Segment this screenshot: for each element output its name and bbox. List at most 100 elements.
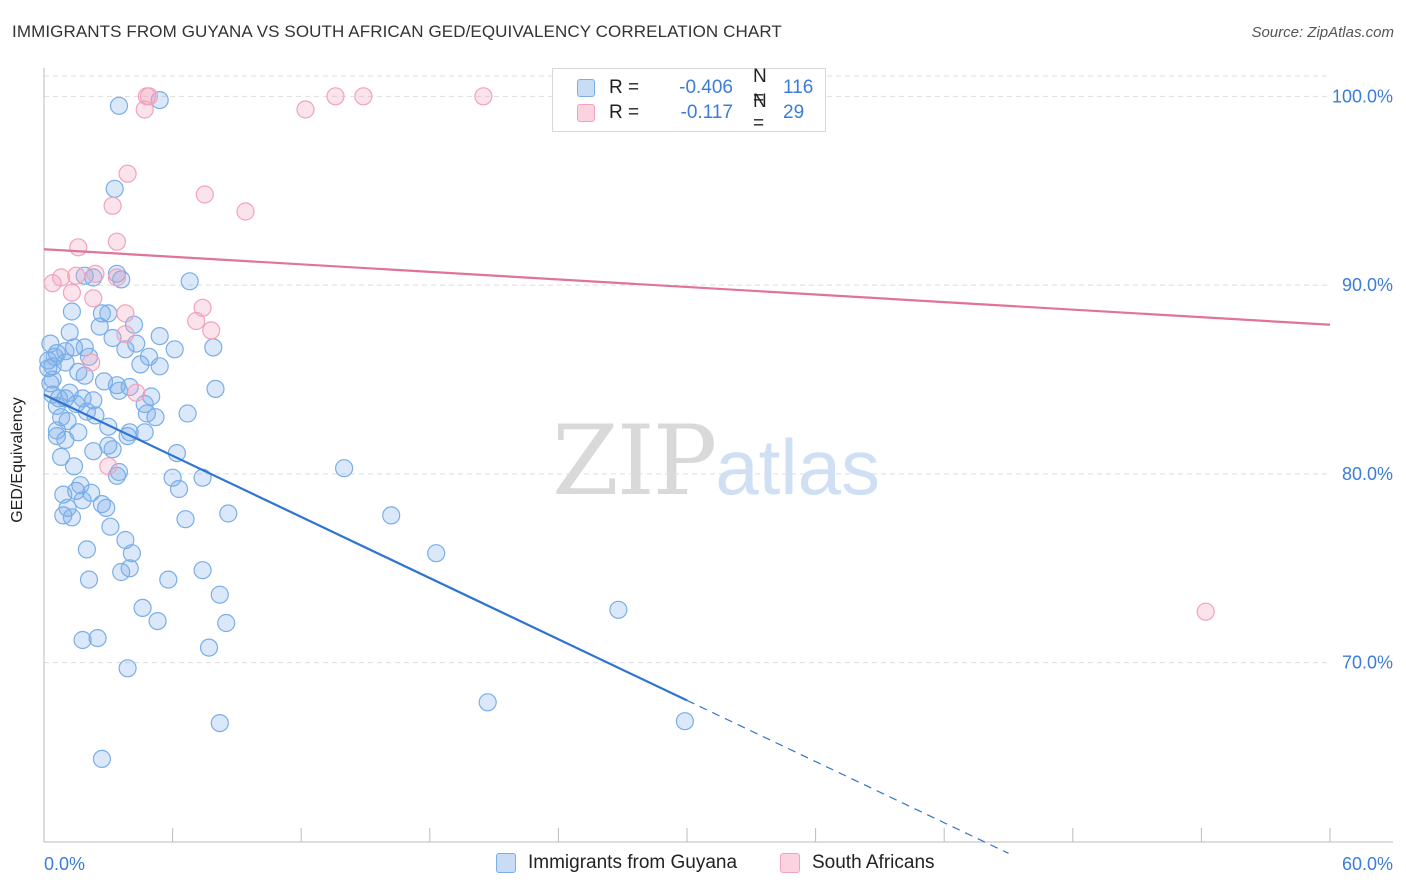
guyana-point	[64, 457, 84, 476]
south-africans-point	[103, 196, 122, 215]
south-africans-point	[187, 311, 206, 331]
guyana-point	[56, 430, 75, 449]
guyana-point	[199, 638, 219, 657]
guyana-point	[193, 561, 212, 580]
guyana-point	[150, 327, 169, 346]
south-africans-point	[107, 268, 127, 287]
guyana-point	[69, 362, 88, 381]
guyana-point	[45, 347, 64, 366]
guyana-point	[131, 355, 150, 374]
y-axis-label: GED/Equivalency	[9, 397, 26, 523]
watermark-zip: ZIP	[552, 405, 717, 517]
guyana-point	[146, 408, 165, 427]
guyana-point	[60, 383, 79, 402]
south-africans-point	[99, 457, 118, 476]
south-africans-point	[1196, 602, 1215, 621]
y-tick-label: 100.0%	[1332, 86, 1393, 106]
guyana-point	[609, 600, 628, 619]
guyana-trend-extension	[686, 699, 1009, 854]
south-africans-point	[116, 325, 135, 344]
south-africans-point	[195, 185, 214, 204]
south-africans-point	[116, 304, 135, 323]
south-africans-point	[127, 383, 146, 402]
legend-n-value: 116	[783, 77, 814, 98]
correlation-legend: R = -0.406 N = 116 R = -0.117 N = 29	[552, 66, 826, 134]
guyana-point	[165, 340, 184, 359]
guyana-point	[210, 713, 229, 733]
guyana-point	[142, 387, 161, 406]
guyana-point	[675, 712, 695, 731]
guyana-point	[478, 693, 497, 712]
legend-n-label: N =	[753, 66, 767, 109]
guyana-point	[112, 562, 131, 582]
guyana-point	[94, 372, 114, 391]
south-africans-point	[474, 87, 493, 106]
legend-swatch-guyana	[577, 79, 595, 97]
guyana-point	[64, 338, 84, 357]
guyana-point	[169, 479, 189, 499]
series-legend-south-africans: South Africans	[780, 852, 935, 874]
guyana-point	[210, 585, 229, 604]
legend-r-label: R =	[609, 77, 640, 98]
south-africans-point	[51, 268, 71, 287]
south-africans-point	[202, 321, 221, 340]
guyana-point	[92, 304, 112, 323]
series-legend: Immigrants from Guyana South Africans	[0, 852, 1406, 878]
guyana-point	[47, 427, 67, 446]
guyana-point	[217, 613, 236, 633]
legend-n-label: N =	[753, 91, 767, 134]
guyana-point	[148, 611, 167, 631]
guyana-point	[51, 447, 71, 466]
guyana-point	[427, 544, 446, 563]
series-label-guyana: Immigrants from Guyana	[528, 852, 738, 873]
south-africans-point	[86, 264, 105, 283]
legend-n-value: 29	[783, 102, 805, 123]
guyana-point	[77, 540, 97, 559]
guyana-point	[75, 338, 94, 357]
y-tick-label: 80.0%	[1342, 464, 1393, 484]
guyana-point	[382, 506, 401, 525]
source-label: Source: ZipAtlas.com	[1251, 24, 1394, 41]
guyana-point	[167, 444, 186, 463]
guyana-point	[176, 510, 195, 529]
guyana-point	[82, 483, 101, 502]
south-africans-point	[107, 232, 127, 251]
guyana-point	[56, 342, 75, 361]
guyana-point	[135, 423, 154, 442]
guyana-point	[43, 370, 62, 389]
guyana-point	[122, 544, 141, 563]
guyana-point	[51, 408, 71, 427]
y-tick-label: 90.0%	[1342, 275, 1393, 295]
south-africans-point	[236, 202, 255, 221]
y-tick-label: 70.0%	[1342, 653, 1393, 673]
guyana-point	[159, 570, 178, 589]
south-africans-point	[139, 87, 159, 106]
guyana-point	[62, 508, 82, 527]
guyana-point	[150, 357, 169, 376]
south-africans-trend-line	[43, 248, 1331, 326]
south-africans-point	[69, 238, 88, 257]
south-africans-point	[326, 87, 345, 106]
series-swatch-south-africans	[780, 853, 800, 873]
guyana-point	[109, 462, 129, 482]
legend-r-value: -0.406	[679, 77, 733, 98]
guyana-point	[103, 440, 122, 459]
guyana-point	[101, 517, 120, 536]
south-africans-point	[67, 266, 86, 285]
guyana-point	[206, 379, 225, 398]
guyana-point	[62, 302, 82, 321]
guyana-point	[79, 570, 99, 589]
south-africans-point	[84, 289, 103, 308]
legend-row-south-africans: R = -0.117 N = 29	[577, 91, 823, 134]
guyana-point	[204, 338, 223, 357]
legend-r-value: -0.117	[680, 102, 733, 123]
guyana-trend-line	[43, 393, 688, 702]
guyana-point	[60, 323, 79, 342]
guyana-point	[163, 468, 182, 487]
south-africans-point	[354, 87, 373, 106]
guyana-point	[97, 498, 116, 517]
south-africans-point	[82, 353, 101, 372]
guyana-point	[118, 659, 137, 678]
legend-row-guyana: R = -0.406 N = 116	[577, 66, 823, 109]
